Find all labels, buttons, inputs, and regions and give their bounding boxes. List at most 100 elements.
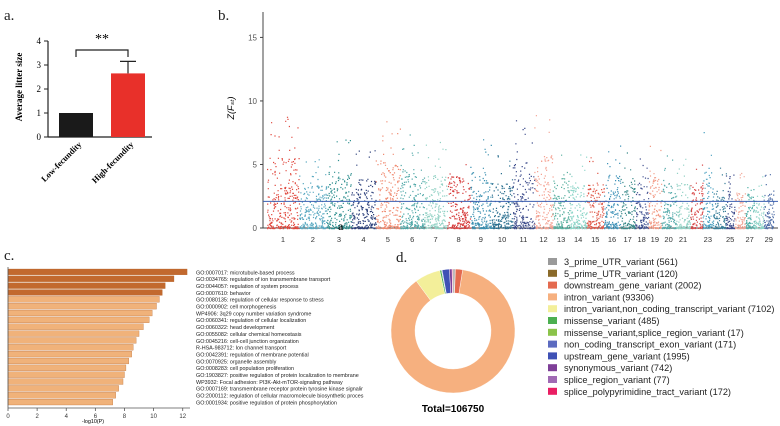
panel-d-slices (390, 268, 516, 394)
panel-c-bar (7, 392, 116, 399)
panel-c-term-label: GO:0007017: microtubule-based process (196, 270, 295, 276)
panel-a-significance-bracket (75, 49, 129, 57)
panel-c-term-label: GO:0060322: head development (196, 325, 275, 331)
panel-b-chromosome-points (648, 145, 663, 230)
panel-b-x-tick-label: 25 (726, 235, 734, 244)
panel-c-x-tick-label: 10 (150, 414, 157, 420)
panel-a-bar (111, 73, 145, 137)
panel-c-term-label: GO:0007610: behavior (196, 291, 251, 297)
panel-b-chromosome-points (754, 176, 765, 230)
panel-c-bar (7, 351, 132, 358)
panel-d-legend-label: upstream_gene_variant (1995) (564, 351, 690, 361)
panel-c-term-label: GO:2000112: regulation of cellular macro… (196, 394, 364, 400)
panel-b-x-tick-label: 27 (745, 235, 753, 244)
panel-c-term-label: GO:0060341: regulation of cellular local… (196, 318, 306, 324)
panel-d-slice (390, 269, 516, 394)
panel-a-x-tick-label: Low-fecundity (39, 139, 84, 184)
panel-d-legend-swatch (548, 387, 557, 395)
panel-c-x-tick-label: 12 (179, 414, 186, 420)
panel-c-term-label: GO:0044057: regulation of system process (196, 284, 299, 290)
panel-c-bar (7, 282, 166, 289)
panel-c-term-label: GO:0080135: regulation of cellular respo… (196, 298, 324, 304)
panel-c-bar (7, 323, 144, 330)
panel-b-x-tick-label: 29 (765, 235, 773, 244)
panel-b-x-tick-label: 3 (337, 235, 341, 244)
panel-c-x-tick-label: 0 (6, 414, 10, 420)
panel-b-x-tick-label: 13 (557, 235, 565, 244)
panel-a-x-ticks: Low-fecundity High-fecundity (39, 139, 136, 185)
panel-c-term-label: WP3932: Focal adhesion: PI3K-Akt-mTOR-si… (196, 380, 343, 386)
panel-b-x-tick-label: 17 (623, 235, 631, 244)
panel-b-chromosome-points (702, 132, 715, 230)
panel-d-legend-swatch (548, 305, 557, 313)
panel-b-chromosome-points (745, 187, 756, 230)
panel-c-bars (7, 268, 188, 406)
panel-b-x-tick-label: 9 (479, 235, 483, 244)
panel-d-slice (452, 268, 454, 294)
panel-b-x-tick-label: 1 (281, 235, 285, 244)
panel-d-legend-label: downstream_gene_variant (2002) (564, 281, 701, 291)
panel-b-chromosome-points (725, 174, 736, 230)
panel-b-x-tick-label: 7 (434, 235, 438, 244)
panel-c-term-label: GO:0042391: regulation of membrane poten… (196, 352, 309, 358)
panel-d-legend-swatch (548, 376, 557, 383)
panel-b-label: b. (218, 8, 229, 24)
panel-d-legend-swatch (548, 317, 557, 324)
panel-c-x-tick-label: 2 (35, 414, 39, 420)
panel-d-legend-swatch (548, 258, 557, 265)
panel-d-legend-label: intron_variant (93306) (564, 292, 654, 302)
panel-b-x-ticks: 1 2 3 4 5 6 7 8 9 10 11 12 13 14 15 16 17 18 19 20 21 23 25 27 2… (281, 235, 773, 244)
panel-a-label: a. (4, 8, 14, 24)
panel-b-chromosome-points (491, 155, 514, 230)
panel-c-term-label: GO:1903827: positive regulation of prote… (196, 373, 359, 379)
panel-b-x-tick-label: 18 (638, 235, 646, 244)
panel-b-chromosome-points (620, 152, 637, 230)
panel-c-bar (7, 309, 153, 317)
panel-c-bar (7, 296, 160, 303)
panel-b-y-tick-label: 5 (253, 160, 258, 169)
panel-a-y-tick-label: 3 (37, 60, 42, 70)
panel-b-chromosome-points (569, 154, 588, 230)
panel-b-points (267, 115, 775, 230)
panel-c-term-label: GO:0045216: cell-cell junction organizat… (196, 339, 299, 345)
panel-b-y-tick-label: 10 (248, 97, 257, 106)
panel-c-term-label: GO:0034765: regulation of ion transmembr… (196, 277, 331, 283)
panel-a-y-tick-label: 4 (37, 36, 42, 46)
panel-c-term-label: GO:0007169: transmembrane receptor prote… (196, 387, 363, 393)
panel-c-axes: 0 2 4 6 8 10 12 (6, 267, 190, 420)
panel-d-legend-swatch (548, 281, 557, 289)
panel-b-x-tick-label: 6 (410, 235, 414, 244)
panel-c-term-labels: GO:0007017: microtubule-based processGO:… (196, 270, 364, 406)
panel-b-chromosome-points (552, 154, 571, 230)
panel-b-x-tick-label: 21 (679, 235, 687, 244)
panel-d-label: d. (396, 250, 407, 266)
panel-b-chromosome-points (512, 120, 536, 230)
panel-d-legend: 3_prime_UTR_variant (561) 5_prime_UTR_var… (548, 257, 774, 397)
panel-c-bar (7, 275, 175, 282)
panel-b-x-tick-label: 19 (651, 235, 659, 244)
panel-d-donut-chart: d. Total=106750 3_prime_UTR_variant (561… (390, 250, 774, 415)
panel-c-bar (7, 289, 163, 296)
panel-d-legend-label: non_coding_transcript_exon_variant (171) (564, 340, 736, 350)
panel-c-bar (7, 303, 157, 310)
panel-c-term-label: GO:0008283: cell population proliferatio… (196, 366, 294, 372)
panel-a-bar-chart: a. Average litter size 0 1 2 3 4 Low-fecundi… (4, 8, 152, 185)
panel-c-x-tick-label: 4 (65, 414, 69, 420)
panel-c-bar (7, 398, 113, 406)
panel-c-term-label: GO:0001934: positive regulation of prote… (196, 400, 337, 406)
panel-b-chromosome-points (299, 159, 328, 230)
panel-b-chromosome-points (424, 141, 449, 230)
panel-c-bar (7, 344, 134, 351)
panel-b-chromosome-points (326, 139, 353, 230)
panel-b-chromosome-points (713, 167, 727, 230)
panel-d-legend-label: 5_prime_UTR_variant (120) (564, 269, 678, 279)
panel-c-bar (7, 337, 137, 344)
panel-c-bar (7, 385, 119, 392)
panel-c-bar (7, 364, 127, 371)
panel-b-x-tick-label: 14 (574, 235, 582, 244)
panel-c-term-label: GO:0000902: cell morphogenesis (196, 305, 277, 311)
panel-b-chromosome-points (470, 139, 493, 230)
panel-b-x-tick-label: 5 (386, 235, 390, 244)
panel-d-legend-swatch (548, 352, 557, 360)
